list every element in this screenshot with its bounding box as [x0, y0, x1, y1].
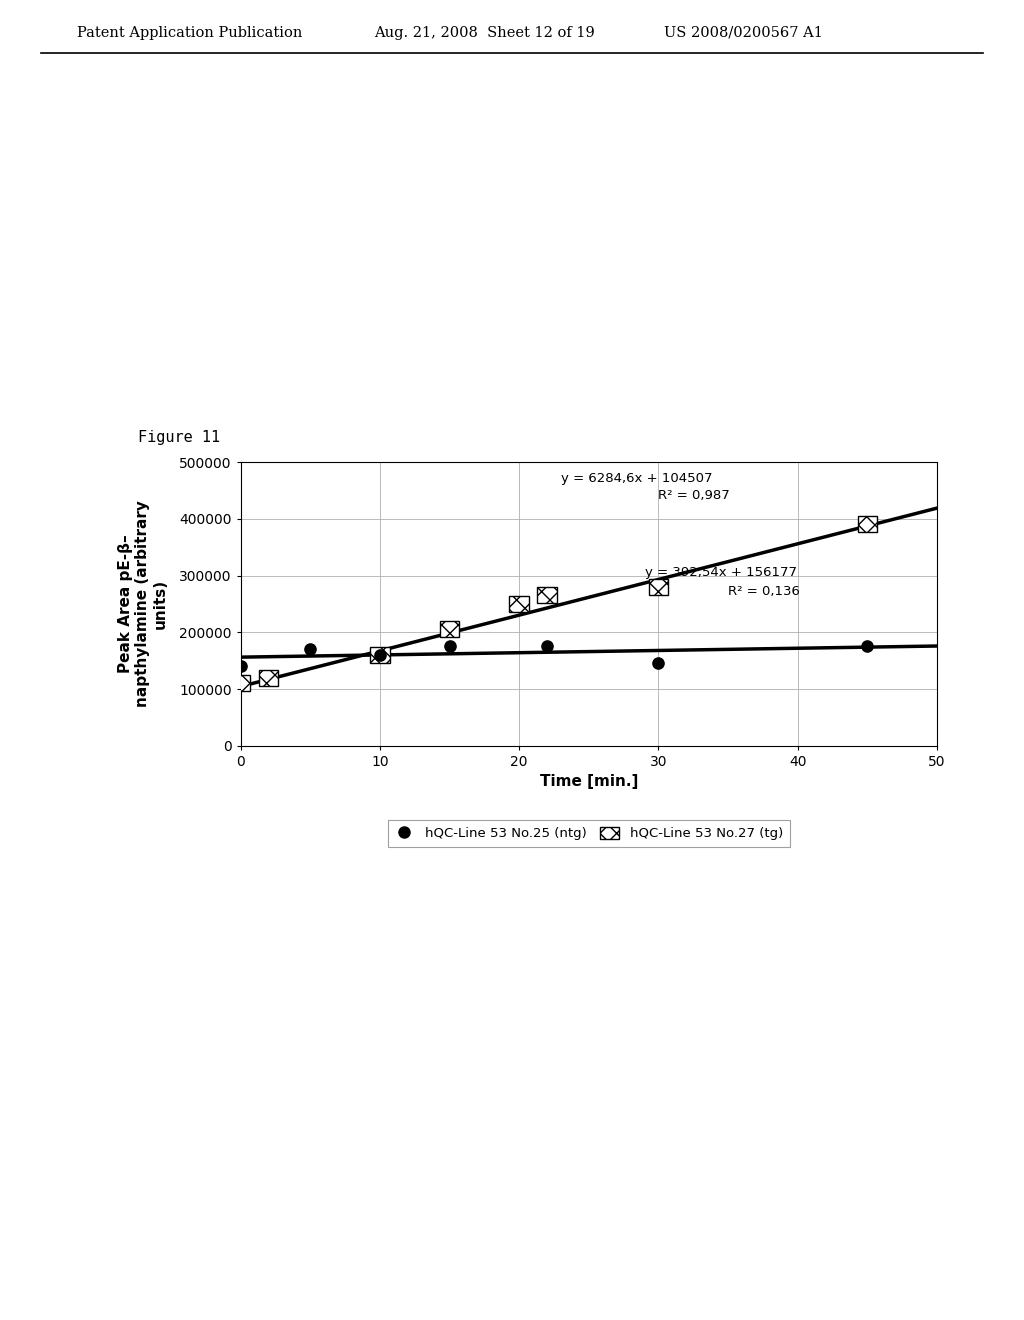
Point [372, 644, 388, 665]
Text: y = 392,54x + 156177: y = 392,54x + 156177 [644, 565, 797, 578]
Text: y = 6284,6x + 104507: y = 6284,6x + 104507 [561, 471, 713, 484]
Y-axis label: Peak Area pE-β–
napthylamine (arbitrary
units): Peak Area pE-β– napthylamine (arbitrary … [118, 500, 168, 708]
Point [650, 653, 667, 675]
Point [859, 636, 876, 657]
Text: Aug. 21, 2008  Sheet 12 of 19: Aug. 21, 2008 Sheet 12 of 19 [374, 26, 595, 40]
Text: US 2008/0200567 A1: US 2008/0200567 A1 [664, 26, 822, 40]
Text: Patent Application Publication: Patent Application Publication [77, 26, 302, 40]
FancyBboxPatch shape [857, 516, 878, 532]
Text: Figure 11: Figure 11 [138, 430, 220, 445]
FancyBboxPatch shape [538, 587, 557, 603]
Point [441, 636, 458, 657]
FancyBboxPatch shape [439, 622, 460, 638]
FancyBboxPatch shape [509, 595, 529, 612]
Legend: hQC-Line 53 No.25 (ntg), hQC-Line 53 No.27 (tg): hQC-Line 53 No.25 (ntg), hQC-Line 53 No.… [388, 821, 790, 847]
X-axis label: Time [min.]: Time [min.] [540, 775, 638, 789]
FancyBboxPatch shape [230, 676, 251, 692]
Text: R² = 0,987: R² = 0,987 [658, 488, 730, 502]
Point [302, 639, 318, 660]
FancyBboxPatch shape [259, 669, 279, 685]
FancyBboxPatch shape [648, 579, 669, 595]
Point [539, 636, 555, 657]
FancyBboxPatch shape [370, 647, 390, 663]
Point [232, 656, 249, 677]
Text: R² = 0,136: R² = 0,136 [728, 585, 800, 598]
